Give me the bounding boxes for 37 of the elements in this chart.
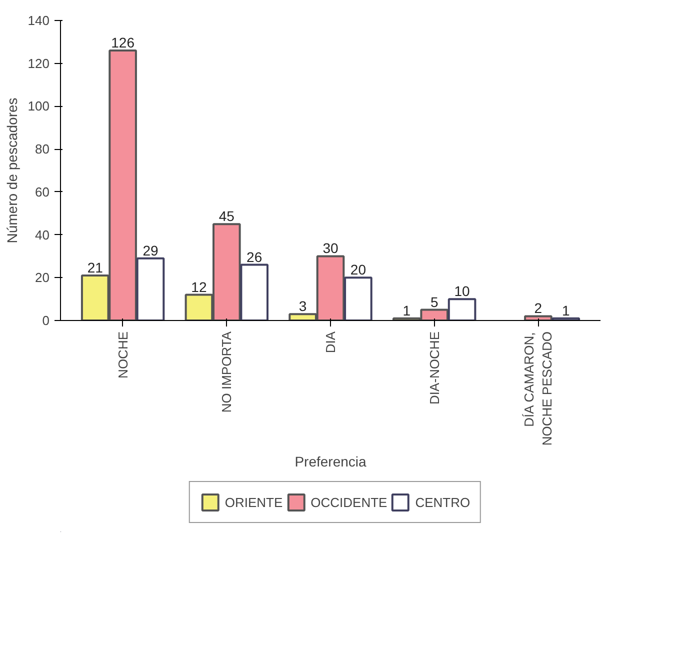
x-tick-label: DIA bbox=[323, 331, 338, 354]
legend-label: CENTRO bbox=[415, 494, 470, 510]
data-label: 126 bbox=[111, 34, 135, 50]
bar bbox=[524, 315, 552, 320]
y-tick-label: 80 bbox=[35, 142, 50, 157]
data-label: 29 bbox=[142, 242, 158, 258]
legend-label: OCCIDENTE bbox=[310, 494, 388, 510]
data-label: 45 bbox=[218, 208, 235, 224]
data-label: 1 bbox=[562, 302, 570, 318]
data-label: 10 bbox=[454, 283, 470, 300]
y-tick-label: 60 bbox=[35, 184, 50, 200]
y-tick-label: 20 bbox=[35, 270, 50, 286]
data-label: 21 bbox=[87, 260, 104, 276]
y-tick-label: 40 bbox=[35, 227, 50, 242]
y-tick-label: 100 bbox=[28, 98, 50, 114]
data-label: 26 bbox=[246, 248, 262, 265]
data-label: 2 bbox=[534, 300, 542, 316]
y-tick-label: 0 bbox=[42, 313, 50, 328]
bar bbox=[136, 257, 165, 320]
x-tick-label: NOCHE bbox=[115, 331, 130, 378]
data-label: 20 bbox=[350, 262, 366, 278]
bar bbox=[448, 298, 476, 320]
x-tick-label: DÍA CAMARON, NOCHE PESCADO bbox=[522, 331, 555, 446]
x-tick-label: NO IMPORTA bbox=[219, 331, 234, 413]
y-axis-title: Número de pescadores bbox=[4, 98, 20, 244]
data-label: 3 bbox=[298, 298, 307, 314]
y-tick-label: 140 bbox=[28, 13, 50, 28]
bar bbox=[240, 264, 268, 320]
legend-label: ORIENTE bbox=[224, 494, 283, 510]
data-label: 1 bbox=[402, 302, 411, 318]
x-axis-title: Preferencia bbox=[294, 454, 367, 470]
data-label: 12 bbox=[191, 278, 207, 295]
data-label: 30 bbox=[322, 240, 338, 256]
bar bbox=[344, 276, 372, 320]
y-tick-label: 120 bbox=[28, 56, 50, 71]
x-tick-label: DIA-NOCHE bbox=[426, 331, 442, 404]
data-label: 5 bbox=[430, 294, 438, 310]
